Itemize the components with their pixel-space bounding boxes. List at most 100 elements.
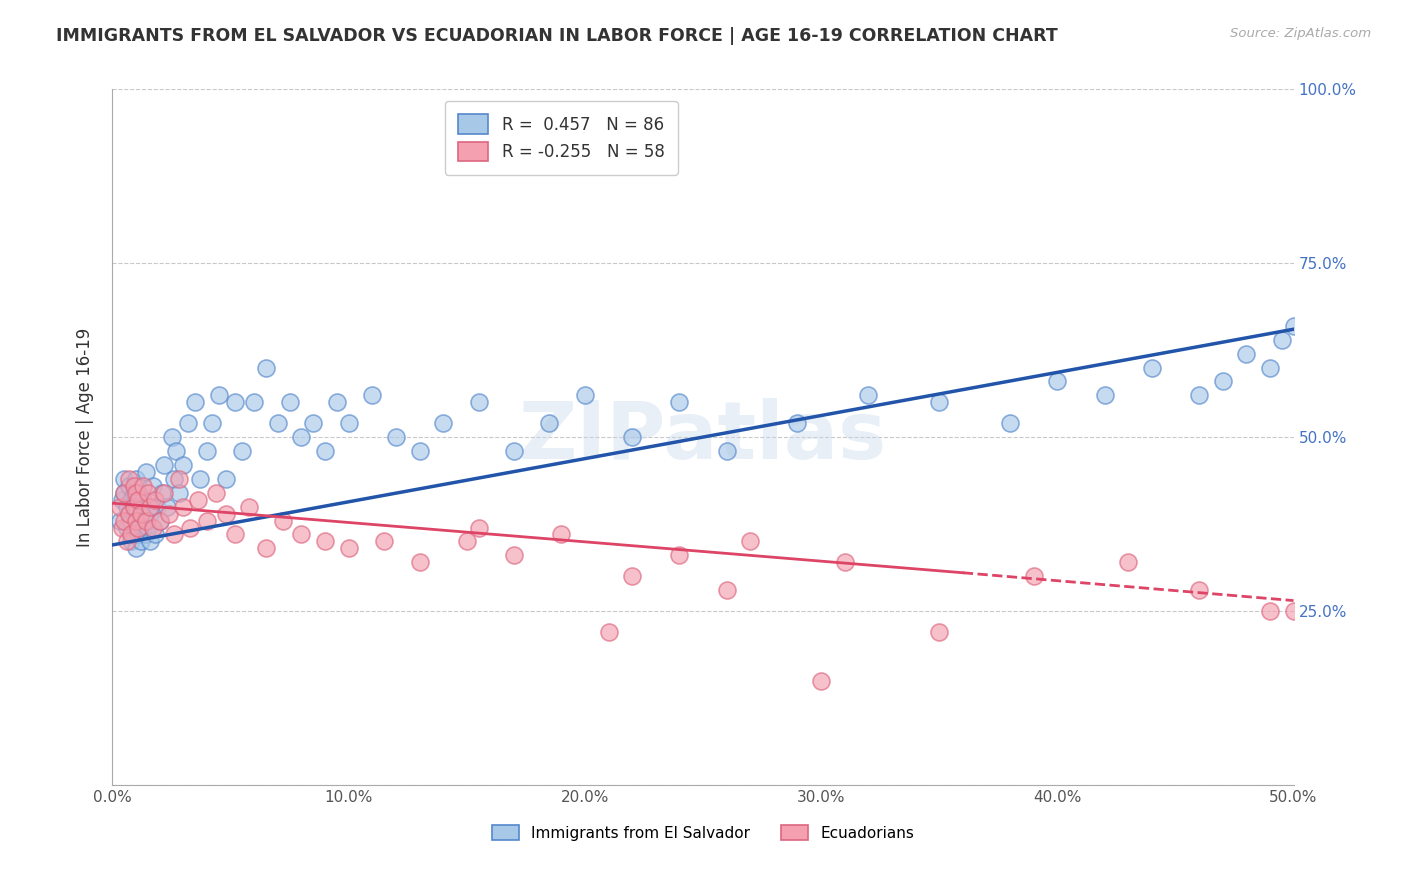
- Point: [122, 485, 145, 500]
- Point: [1282, 604, 1305, 618]
- Point: [122, 527, 145, 541]
- Point: [290, 430, 312, 444]
- Point: [621, 430, 644, 444]
- Point: [139, 507, 162, 521]
- Point: [177, 416, 200, 430]
- Point: [337, 416, 360, 430]
- Point: [153, 485, 176, 500]
- Text: Source: ZipAtlas.com: Source: ZipAtlas.com: [1230, 27, 1371, 40]
- Legend: Immigrants from El Salvador, Ecuadorians: Immigrants from El Salvador, Ecuadorians: [485, 819, 921, 847]
- Point: [326, 395, 349, 409]
- Point: [135, 514, 157, 528]
- Point: [467, 395, 489, 409]
- Point: [122, 479, 145, 493]
- Point: [139, 534, 162, 549]
- Point: [132, 479, 155, 493]
- Point: [115, 500, 138, 514]
- Point: [139, 500, 162, 514]
- Point: [195, 444, 218, 458]
- Point: [314, 534, 336, 549]
- Point: [188, 472, 211, 486]
- Point: [254, 360, 277, 375]
- Point: [135, 465, 157, 479]
- Point: [136, 520, 159, 534]
- Point: [127, 485, 149, 500]
- Point: [156, 500, 179, 514]
- Point: [1258, 360, 1281, 375]
- Point: [1258, 604, 1281, 618]
- Point: [129, 534, 152, 549]
- Point: [157, 507, 180, 521]
- Point: [1271, 333, 1294, 347]
- Point: [129, 507, 152, 521]
- Point: [136, 485, 159, 500]
- Point: [149, 514, 172, 528]
- Point: [1212, 375, 1234, 389]
- Point: [127, 527, 149, 541]
- Point: [1046, 375, 1069, 389]
- Point: [142, 520, 165, 534]
- Point: [538, 416, 561, 430]
- Point: [125, 472, 148, 486]
- Point: [125, 541, 148, 556]
- Point: [135, 514, 157, 528]
- Point: [120, 534, 142, 549]
- Point: [1022, 569, 1045, 583]
- Point: [928, 395, 950, 409]
- Point: [408, 555, 430, 569]
- Point: [278, 395, 301, 409]
- Point: [408, 444, 430, 458]
- Point: [456, 534, 478, 549]
- Point: [928, 624, 950, 639]
- Point: [224, 395, 246, 409]
- Point: [215, 507, 238, 521]
- Point: [621, 569, 644, 583]
- Point: [111, 520, 134, 534]
- Point: [112, 514, 135, 528]
- Point: [118, 472, 141, 486]
- Point: [550, 527, 572, 541]
- Point: [122, 500, 145, 514]
- Point: [146, 500, 169, 514]
- Point: [668, 549, 690, 563]
- Point: [136, 500, 159, 514]
- Text: IMMIGRANTS FROM EL SALVADOR VS ECUADORIAN IN LABOR FORCE | AGE 16-19 CORRELATION: IMMIGRANTS FROM EL SALVADOR VS ECUADORIA…: [56, 27, 1057, 45]
- Point: [120, 492, 142, 507]
- Point: [112, 485, 135, 500]
- Point: [290, 527, 312, 541]
- Point: [111, 492, 134, 507]
- Point: [115, 520, 138, 534]
- Point: [254, 541, 277, 556]
- Point: [231, 444, 253, 458]
- Point: [314, 444, 336, 458]
- Point: [243, 395, 266, 409]
- Point: [1140, 360, 1163, 375]
- Point: [361, 388, 384, 402]
- Point: [120, 527, 142, 541]
- Point: [373, 534, 395, 549]
- Point: [215, 472, 238, 486]
- Point: [503, 444, 526, 458]
- Point: [184, 395, 207, 409]
- Point: [224, 527, 246, 541]
- Point: [132, 492, 155, 507]
- Point: [267, 416, 290, 430]
- Point: [205, 485, 228, 500]
- Point: [125, 514, 148, 528]
- Point: [122, 507, 145, 521]
- Point: [163, 472, 186, 486]
- Point: [740, 534, 762, 549]
- Point: [1234, 346, 1257, 360]
- Point: [858, 388, 880, 402]
- Point: [120, 514, 142, 528]
- Point: [135, 527, 157, 541]
- Y-axis label: In Labor Force | Age 16-19: In Labor Force | Age 16-19: [76, 327, 94, 547]
- Point: [127, 492, 149, 507]
- Point: [132, 520, 155, 534]
- Point: [153, 458, 176, 472]
- Point: [271, 514, 294, 528]
- Point: [716, 583, 738, 598]
- Point: [810, 673, 832, 688]
- Point: [302, 416, 325, 430]
- Point: [195, 514, 218, 528]
